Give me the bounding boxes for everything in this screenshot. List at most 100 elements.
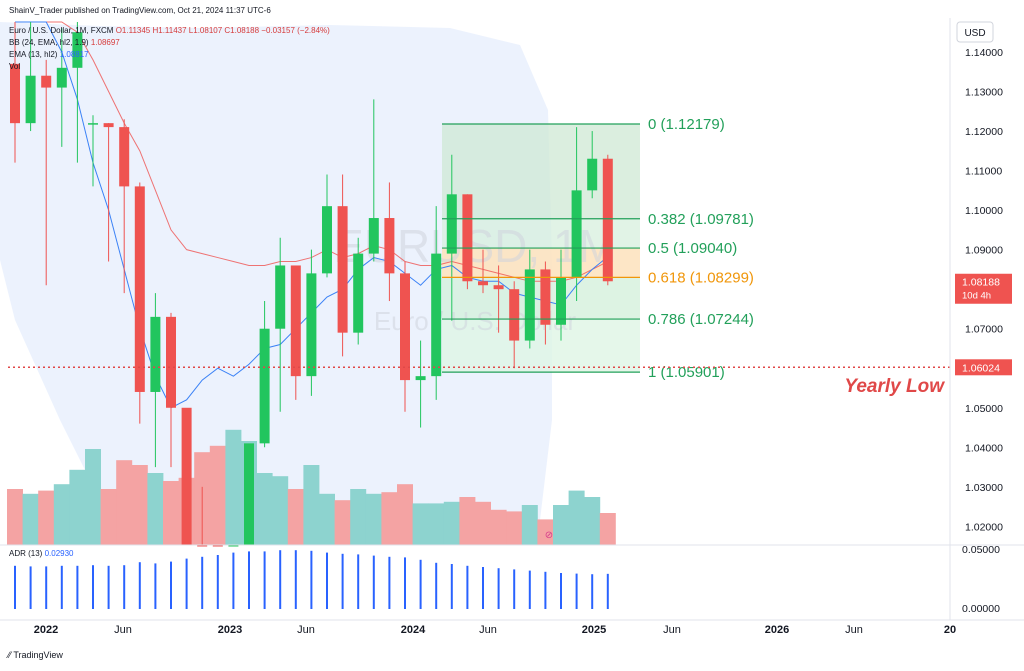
candle-body (337, 206, 348, 333)
candle-body (322, 206, 332, 274)
volume-bar (397, 484, 413, 545)
volume-bar (319, 493, 335, 545)
volume-bar (303, 465, 320, 545)
price-tick-label: 1.05000 (965, 403, 1003, 415)
fib-level-label: 0 (1.12179) (648, 116, 725, 133)
ema-value: 1.08817 (59, 50, 89, 59)
candle (478, 249, 488, 294)
volume-bar (225, 429, 242, 545)
candle (306, 249, 317, 396)
candle (244, 443, 254, 545)
time-tick-label: 2023 (218, 624, 242, 636)
candle (88, 115, 98, 187)
candle-body (400, 273, 410, 381)
ohlc-values: O1.11345 H1.11437 L1.08107 C1.08188 −0.0… (115, 26, 330, 35)
candle (290, 265, 301, 400)
candle (602, 154, 613, 286)
bb-legend[interactable]: BB (24, EMA, hl2, 1.9) 1.08697 (9, 38, 120, 47)
volume-bar (599, 513, 616, 545)
candle (587, 131, 598, 199)
ema-legend[interactable]: EMA (13, hl2) 1.08817 (9, 50, 89, 59)
candle (337, 174, 348, 357)
candle-body (306, 273, 317, 377)
price-tick-label: 1.10000 (965, 205, 1003, 217)
volume-bar (53, 484, 70, 545)
volume-bar (22, 493, 39, 545)
candle (462, 194, 473, 290)
volume-bar (506, 511, 523, 545)
volume-bar (69, 469, 86, 545)
price-tick-label: 1.12000 (965, 126, 1003, 138)
fib-zone-786-1 (442, 319, 640, 373)
volume-legend[interactable]: Vol (9, 62, 20, 71)
price-tick-label: 1.09000 (965, 245, 1003, 257)
volume-bar (209, 445, 226, 545)
candle-body (509, 289, 520, 341)
candle-body (275, 265, 286, 329)
time-tick-label: Jun (114, 624, 132, 636)
volume-bar (537, 519, 554, 545)
time-tick-label: 2022 (34, 624, 58, 636)
candle (228, 545, 239, 547)
adr-legend[interactable]: ADR (13) 0.02930 (9, 549, 74, 558)
candle (259, 301, 270, 448)
volume-bar (365, 493, 382, 545)
candle-body (431, 253, 442, 377)
candle (41, 59, 52, 286)
volume-bar (381, 492, 398, 545)
tradingview-logo[interactable]: ⁄⁄ TradingView (8, 650, 63, 660)
candle (119, 119, 130, 294)
volume-bar (350, 489, 367, 545)
candle-body (415, 376, 426, 381)
candle (103, 123, 114, 262)
price-tick-label: 1.14000 (965, 47, 1003, 59)
candle (166, 312, 176, 468)
time-tick-label: Jun (297, 624, 315, 636)
currency-label: USD (964, 28, 985, 39)
volume-bar (100, 489, 117, 545)
candle-body (290, 265, 301, 377)
candle (540, 261, 551, 345)
volume-bar (475, 501, 491, 545)
candle (415, 340, 426, 428)
candle (446, 154, 457, 321)
volume-bar (490, 509, 507, 545)
last-price-countdown: 10d 4h (962, 291, 991, 302)
price-tick-label: 1.04000 (965, 442, 1003, 454)
candle-body (446, 194, 457, 254)
time-tick-label: Jun (479, 624, 497, 636)
time-tick-label: Jun (663, 624, 681, 636)
candle (384, 182, 395, 302)
volume-bar (38, 490, 55, 545)
adr-tick-label: 0.05000 (962, 544, 1000, 556)
watermark-symbol: EURUSD, 1M (333, 220, 617, 272)
candle-body (571, 190, 582, 278)
candle-body (103, 123, 114, 128)
volume-bar (287, 489, 304, 545)
time-tick-label: 2024 (401, 624, 426, 636)
currency-box (956, 21, 994, 43)
symbol-label: Euro / U.S. Dollar, 1M, FXCM (9, 26, 114, 35)
candle-body (493, 285, 504, 290)
volume-bar (412, 503, 429, 545)
candle-body (150, 316, 161, 392)
symbol-ohlc-line: Euro / U.S. Dollar, 1M, FXCM O1.11345 H1… (9, 26, 330, 35)
volume-bar (521, 505, 538, 545)
fib-level-label: 0.5 (1.09040) (648, 240, 737, 257)
price-tick-label: 1.02000 (965, 521, 1003, 533)
candle-body (88, 123, 98, 125)
fib-level-label: 0.382 (1.09781) (648, 211, 754, 228)
candle-body (259, 328, 270, 444)
candle-body (10, 63, 20, 124)
candle-body (462, 194, 473, 282)
candle (353, 237, 364, 345)
candle-body (353, 253, 364, 333)
volume-bar (147, 473, 164, 545)
candle (368, 99, 379, 262)
candle-body (25, 75, 36, 124)
candle (72, 22, 83, 163)
volume-bar (553, 505, 569, 545)
last-price-tag (955, 273, 1012, 304)
